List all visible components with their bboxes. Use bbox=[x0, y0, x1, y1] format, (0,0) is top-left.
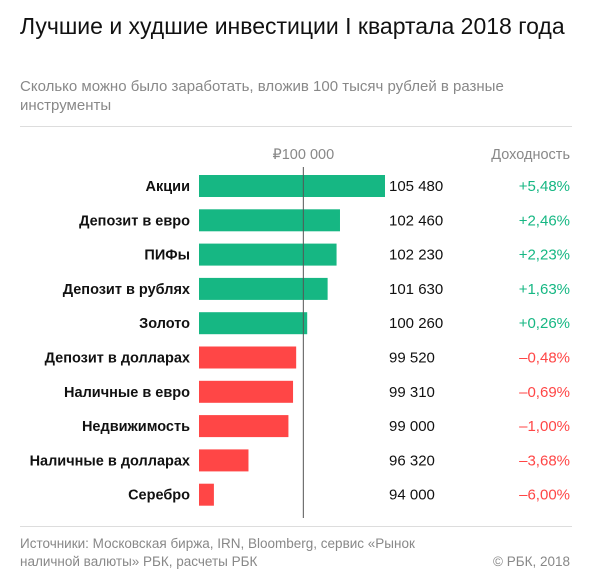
value-label: 102 230 bbox=[389, 247, 443, 264]
category-label: ПИФы bbox=[144, 248, 190, 264]
yield-label: +2,23% bbox=[519, 247, 570, 264]
top-divider bbox=[20, 126, 572, 127]
source-note: Источники: Московская биржа, IRN, Bloomb… bbox=[20, 536, 415, 569]
chart-subtitle: Сколько можно было заработать, вложив 10… bbox=[20, 78, 504, 114]
category-label: Недвижимость bbox=[82, 419, 190, 435]
category-label: Акции bbox=[146, 179, 190, 195]
yield-label: –3,68% bbox=[519, 452, 570, 469]
value-label: 102 460 bbox=[389, 212, 443, 229]
bar bbox=[199, 415, 289, 438]
bar bbox=[199, 483, 214, 506]
bar bbox=[199, 312, 308, 335]
value-label: 96 320 bbox=[389, 452, 435, 469]
bar bbox=[199, 243, 337, 266]
value-label: 94 000 bbox=[389, 487, 435, 504]
category-label: Золото bbox=[139, 316, 190, 332]
bottom-divider bbox=[20, 526, 572, 527]
value-label: 99 000 bbox=[389, 418, 435, 435]
value-label: 101 630 bbox=[389, 281, 443, 298]
copyright-note: © РБК, 2018 bbox=[493, 554, 570, 569]
bar bbox=[199, 209, 340, 232]
value-label: 105 480 bbox=[389, 178, 443, 195]
bar bbox=[199, 346, 297, 369]
baseline-header: ₽100 000 bbox=[273, 147, 335, 163]
chart-title: Лучшие и худшие инвестиции I квартала 20… bbox=[20, 13, 565, 39]
yield-label: +1,63% bbox=[519, 281, 570, 298]
yield-header: Доходность bbox=[491, 147, 570, 163]
yield-label: –1,00% bbox=[519, 418, 570, 435]
bar bbox=[199, 380, 294, 403]
yield-label: +2,46% bbox=[519, 212, 570, 229]
yield-label: –0,69% bbox=[519, 384, 570, 401]
value-label: 99 310 bbox=[389, 384, 435, 401]
value-label: 100 260 bbox=[389, 315, 443, 332]
yield-label: –6,00% bbox=[519, 487, 570, 504]
yield-label: +5,48% bbox=[519, 178, 570, 195]
bar bbox=[199, 175, 385, 197]
category-label: Наличные в евро bbox=[64, 385, 190, 401]
category-label: Серебро bbox=[128, 488, 190, 504]
category-label: Наличные в долларах bbox=[30, 453, 190, 469]
category-label: Депозит в долларах bbox=[45, 351, 190, 367]
bar bbox=[199, 277, 328, 300]
category-label: Депозит в рублях bbox=[63, 282, 190, 298]
category-label: Депозит в евро bbox=[79, 213, 190, 229]
value-label: 99 520 bbox=[389, 350, 435, 367]
bar bbox=[199, 449, 249, 472]
yield-label: –0,48% bbox=[519, 350, 570, 367]
yield-label: +0,26% bbox=[519, 315, 570, 332]
